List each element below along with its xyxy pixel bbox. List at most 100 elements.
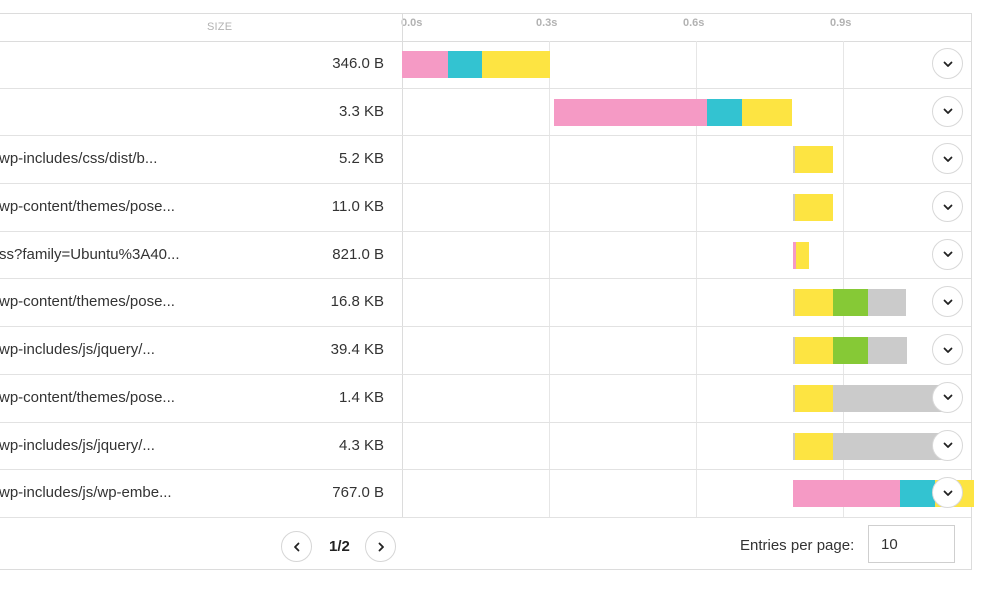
timing-segment: [833, 289, 868, 317]
expand-row-button[interactable]: [932, 95, 963, 127]
table-row[interactable]: 346.0 B: [0, 41, 971, 89]
table-row[interactable]: wp-includes/js/jquery/... 39.4 KB: [0, 327, 971, 375]
timing-segment: [402, 51, 448, 78]
timing-segment: [794, 432, 834, 460]
timing-segment: [794, 194, 834, 222]
request-size: 3.3 KB: [338, 102, 384, 120]
chevron-down-icon: [943, 394, 952, 401]
table-row[interactable]: wp-content/themes/pose... 1.4 KB: [0, 375, 971, 423]
request-url: wp-content/themes/pose...: [0, 293, 175, 311]
timing-segment: [899, 480, 935, 508]
timing-segment: [793, 289, 795, 317]
timing-bar[interactable]: [793, 289, 907, 317]
timing-segment: [793, 480, 900, 508]
timeline-tick-label: 0.6s: [683, 17, 705, 29]
network-waterfall-panel: SIZE 0.0s 0.3s 0.6s 0.9s 346.0 B 3.3 KB wp…: [0, 13, 974, 570]
timeline-tick-label: 0.0s: [401, 17, 423, 29]
timing-segment: [793, 241, 796, 269]
expand-row-button[interactable]: [932, 238, 963, 270]
expand-row-button[interactable]: [932, 143, 963, 175]
table-row[interactable]: 3.3 KB: [0, 89, 971, 137]
next-page-button[interactable]: [365, 531, 396, 562]
table-row[interactable]: ss?family=Ubuntu%3A40... 821.0 B: [0, 232, 971, 280]
request-rows: 346.0 B 3.3 KB wp-includes/css/dist/b... 5.…: [0, 41, 974, 518]
chevron-down-icon: [943, 156, 952, 162]
chevron-down-icon: [943, 490, 952, 496]
expand-row-button[interactable]: [932, 48, 963, 79]
timeline-gridline: [549, 41, 550, 518]
timing-bar[interactable]: [793, 241, 810, 269]
timing-segment: [794, 337, 834, 365]
table-row[interactable]: wp-content/themes/pose... 16.8 KB: [0, 279, 971, 328]
table-row[interactable]: wp-includes/js/jquery/... 4.3 KB: [0, 423, 971, 471]
timeline-tick-label: 0.9s: [830, 17, 852, 29]
chevron-down-icon: [943, 299, 952, 305]
request-size: 11.0 KB: [331, 198, 384, 216]
chevron-down-icon: [943, 442, 952, 448]
timing-bar[interactable]: [402, 51, 550, 78]
timing-segment: [794, 289, 834, 317]
timing-bar[interactable]: [793, 384, 954, 412]
expand-row-button[interactable]: [932, 477, 963, 509]
timing-segment: [553, 98, 707, 126]
request-url: wp-content/themes/pose...: [0, 388, 175, 406]
request-size: 39.4 KB: [330, 341, 384, 359]
timing-segment: [833, 337, 868, 365]
expand-row-button[interactable]: [932, 429, 963, 461]
timeline-gridline: [696, 41, 697, 518]
timing-segment: [795, 241, 810, 269]
timing-bar[interactable]: [793, 432, 954, 460]
timing-bar[interactable]: [793, 146, 834, 174]
table-row[interactable]: wp-content/themes/pose... 11.0 KB: [0, 184, 971, 232]
timing-segment: [794, 146, 834, 174]
timing-segment: [793, 194, 795, 222]
request-url: wp-content/themes/pose...: [0, 198, 175, 216]
timing-segment: [447, 51, 483, 78]
prev-page-button[interactable]: [281, 531, 312, 562]
timing-segment: [867, 337, 908, 365]
timing-segment: [867, 289, 907, 317]
request-url: wp-includes/js/jquery/...: [0, 436, 155, 454]
timing-segment: [793, 146, 795, 174]
request-size: 4.3 KB: [338, 436, 384, 454]
request-url: ss?family=Ubuntu%3A40...: [0, 245, 180, 263]
timing-segment: [793, 432, 795, 460]
table-footer: 1/2 Entries per page:: [0, 518, 971, 569]
timeline-gridline: [843, 41, 844, 518]
chevron-down-icon: [943, 61, 952, 67]
chevron-left-icon: [293, 542, 299, 551]
timing-segment: [793, 337, 795, 365]
expand-row-button[interactable]: [932, 334, 963, 366]
expand-row-button[interactable]: [932, 381, 963, 413]
request-size: 821.0 B: [332, 245, 384, 263]
timing-segment: [482, 51, 550, 78]
expand-row-button[interactable]: [932, 191, 963, 223]
size-timeline-divider: [402, 14, 403, 518]
size-column-header[interactable]: SIZE: [207, 21, 233, 33]
request-size: 767.0 B: [332, 484, 384, 502]
request-url: wp-includes/js/jquery/...: [0, 341, 155, 359]
entries-per-page-input[interactable]: [868, 525, 955, 563]
request-url: wp-includes/css/dist/b...: [0, 150, 158, 168]
timing-bar[interactable]: [553, 98, 792, 126]
request-url: wp-includes/js/wp-embe...: [0, 484, 172, 502]
table-row[interactable]: wp-includes/js/wp-embe... 767.0 B: [0, 470, 974, 518]
chevron-down-icon: [943, 204, 952, 210]
entries-per-page-label: Entries per page:: [740, 537, 855, 554]
chevron-down-icon: [943, 251, 952, 258]
expand-row-button[interactable]: [932, 286, 963, 318]
table-row[interactable]: wp-includes/css/dist/b... 5.2 KB: [0, 136, 971, 185]
timing-segment: [706, 98, 742, 126]
request-size: 16.8 KB: [330, 293, 384, 311]
timing-segment: [793, 384, 795, 412]
chevron-down-icon: [943, 347, 952, 353]
request-size: 346.0 B: [332, 55, 384, 72]
chevron-down-icon: [943, 108, 952, 115]
timing-bar[interactable]: [793, 194, 834, 222]
timeline-tick-label: 0.3s: [536, 17, 558, 29]
page-indicator: 1/2: [329, 538, 350, 555]
timing-bar[interactable]: [793, 337, 908, 365]
request-size: 5.2 KB: [338, 150, 384, 168]
timing-segment: [741, 98, 792, 126]
table-header: SIZE 0.0s 0.3s 0.6s 0.9s: [0, 14, 971, 42]
